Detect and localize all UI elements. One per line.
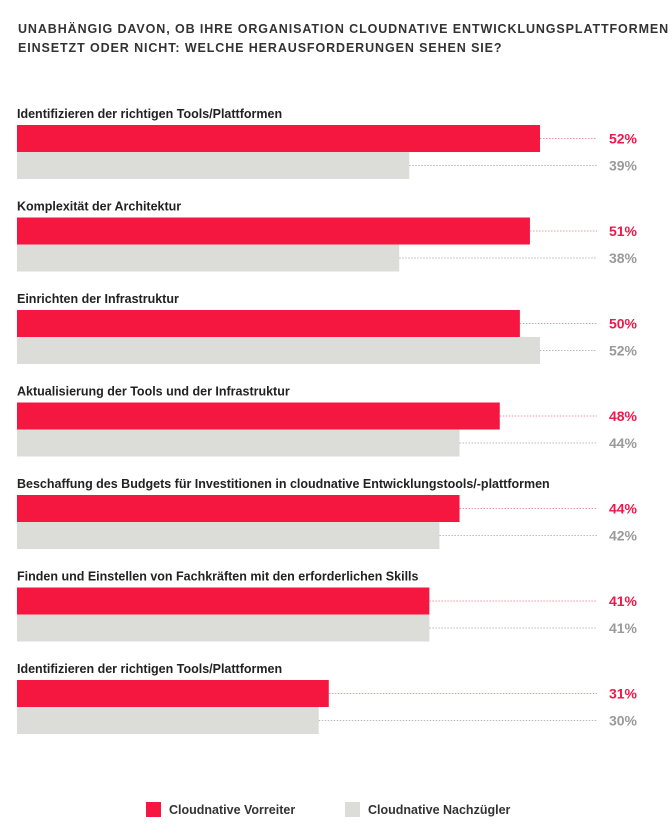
- category-label: Identifizieren der richtigen Tools/Platt…: [17, 662, 282, 676]
- category-label: Identifizieren der richtigen Tools/Platt…: [17, 107, 282, 121]
- legend-swatch-vorreiter: [146, 802, 161, 817]
- legend-item-nachzuegler: Cloudnative Nachzügler: [345, 802, 510, 817]
- value-label-nachzuegler: 30%: [609, 713, 638, 729]
- bar-vorreiter: [17, 587, 430, 615]
- value-label-nachzuegler: 42%: [609, 528, 638, 544]
- bar-nachzuegler: [17, 707, 319, 734]
- bar-vorreiter: [17, 217, 530, 245]
- category-label: Aktualisierung der Tools und der Infrast…: [17, 385, 290, 399]
- category-label: Komplexität der Architektur: [17, 200, 181, 214]
- chart-title: UNABHÄNGIG DAVON, OB IHRE ORGANISATION C…: [18, 20, 670, 58]
- bar-nachzuegler: [17, 429, 460, 457]
- value-label-vorreiter: 31%: [609, 686, 638, 702]
- value-label-nachzuegler: 41%: [609, 620, 638, 636]
- legend-label-vorreiter: Cloudnative Vorreiter: [169, 802, 296, 817]
- legend: Cloudnative Vorreiter Cloudnative Nachzü…: [0, 802, 672, 822]
- value-label-nachzuegler: 38%: [609, 250, 638, 266]
- bar-nachzuegler: [17, 337, 540, 364]
- legend-item-vorreiter: Cloudnative Vorreiter: [146, 802, 295, 817]
- value-label-vorreiter: 50%: [609, 316, 638, 332]
- bar-nachzuegler: [17, 614, 430, 642]
- value-label-nachzuegler: 44%: [609, 435, 638, 451]
- legend-swatch-nachzuegler: [345, 802, 360, 817]
- bar-vorreiter: [17, 402, 500, 430]
- bar-vorreiter: [17, 495, 460, 522]
- bar-vorreiter: [17, 125, 540, 152]
- legend-label-nachzuegler: Cloudnative Nachzügler: [368, 802, 511, 817]
- value-label-vorreiter: 41%: [609, 593, 638, 609]
- value-label-vorreiter: 48%: [609, 408, 638, 424]
- bar-chart: Identifizieren der richtigen Tools/Platt…: [17, 107, 638, 734]
- value-label-vorreiter: 52%: [609, 131, 638, 147]
- category-label: Beschaffung des Budgets für Investitione…: [17, 477, 550, 491]
- bar-nachzuegler: [17, 152, 410, 179]
- value-label-vorreiter: 51%: [609, 223, 638, 239]
- category-label: Einrichten der Infrastruktur: [17, 292, 179, 306]
- chart-title-line-2: EINSETZT ODER NICHT: WELCHE HERAUSFORDER…: [18, 41, 503, 55]
- value-label-vorreiter: 44%: [609, 501, 638, 517]
- bar-vorreiter: [17, 310, 520, 337]
- bar-nachzuegler: [17, 244, 400, 272]
- category-label: Finden und Einstellen von Fachkräften mi…: [17, 570, 419, 584]
- value-label-nachzuegler: 52%: [609, 343, 638, 359]
- chart-title-line-1: UNABHÄNGIG DAVON, OB IHRE ORGANISATION C…: [18, 22, 670, 36]
- bar-nachzuegler: [17, 522, 440, 549]
- value-label-nachzuegler: 39%: [609, 158, 638, 174]
- bar-vorreiter: [17, 680, 329, 707]
